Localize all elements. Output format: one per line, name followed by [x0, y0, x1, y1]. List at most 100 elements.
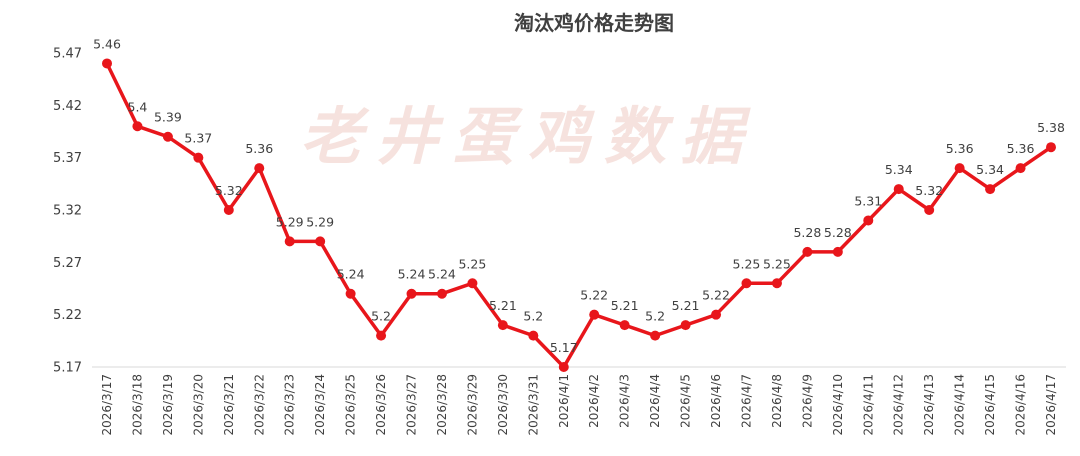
data-point [985, 184, 996, 195]
data-label: 5.29 [306, 214, 334, 229]
x-tick-label: 2026/4/14 [953, 374, 967, 436]
data-point [223, 205, 234, 215]
x-tick-label: 2026/4/9 [800, 374, 814, 428]
x-tick-label: 2026/4/13 [922, 374, 936, 436]
y-tick-label: 5.42 [53, 99, 82, 114]
data-point [711, 309, 722, 320]
data-label: 5.28 [793, 225, 821, 240]
x-tick-label: 2026/4/15 [983, 374, 997, 436]
x-tick-label: 2026/3/17 [100, 374, 114, 436]
data-label: 5.22 [580, 288, 608, 303]
x-tick-label: 2026/4/7 [739, 374, 753, 428]
y-tick-label: 5.17 [53, 361, 82, 376]
data-label: 5.21 [672, 298, 700, 313]
x-tick-label: 2026/3/26 [374, 374, 388, 436]
data-point [1015, 163, 1026, 174]
data-point [345, 288, 356, 299]
x-axis: 2026/3/17 2026/3/18 2026/3/19 2026/3/20 2026… [92, 366, 1066, 436]
data-label: 5.17 [550, 340, 578, 355]
data-label: 5.29 [276, 214, 304, 229]
data-label: 5.25 [458, 256, 486, 271]
series-line [105, 62, 1052, 369]
x-tick-label: 2026/3/29 [465, 374, 479, 436]
x-tick-label: 2026/3/31 [526, 374, 540, 436]
data-label: 5.28 [824, 225, 852, 240]
data-label: 5.24 [337, 267, 365, 282]
x-tick-label: 2026/4/8 [770, 374, 784, 428]
data-point [497, 320, 508, 331]
x-tick-label: 2026/4/4 [648, 374, 662, 428]
x-tick-label: 2026/3/24 [313, 374, 327, 436]
data-point [315, 236, 326, 247]
x-tick-label: 2026/4/12 [892, 374, 906, 436]
data-point [1046, 142, 1056, 153]
x-tick-label: 2026/4/6 [709, 374, 723, 428]
data-label: 5.4 [128, 99, 148, 114]
x-tick-label: 2026/4/16 [1014, 374, 1028, 436]
plot-area: 5.46 5.4 5.395.37 5.32 5.36 5.29 5.29 5.24 5.2 5.… [93, 36, 1065, 372]
y-tick-label: 5.47 [53, 47, 82, 62]
data-point [893, 184, 904, 195]
data-label: 5.2 [645, 309, 665, 324]
data-label: 5.32 [915, 183, 943, 198]
x-tick-label: 2026/3/23 [283, 374, 297, 436]
chart-title: 淘汰鸡价格走势图 [514, 11, 674, 35]
data-label: 5.39 [154, 110, 182, 125]
data-point [467, 278, 478, 289]
data-label: 5.36 [245, 141, 273, 156]
y-tick-label: 5.32 [53, 204, 82, 219]
y-tick-label: 5.37 [53, 151, 82, 166]
watermark: 老井蛋鸡数据 [300, 100, 756, 173]
x-tick-label: 2026/3/20 [191, 374, 205, 436]
data-label: 5.34 [976, 162, 1004, 177]
data-point [619, 320, 630, 331]
data-label: 5.21 [489, 298, 517, 313]
data-point [132, 121, 143, 132]
data-point [284, 236, 295, 247]
data-label: 5.24 [428, 267, 456, 282]
data-label: 5.34 [885, 162, 913, 177]
data-label: 5.32 [215, 183, 243, 198]
x-tick-label: 2026/3/22 [252, 374, 266, 436]
y-axis: 5.17 5.22 5.27 5.32 5.37 5.42 5.47 [53, 47, 82, 376]
x-tick-label: 2026/4/17 [1044, 374, 1058, 436]
data-label: 5.25 [763, 256, 791, 271]
data-point [741, 278, 752, 289]
data-label: 5.31 [854, 193, 882, 208]
data-point [589, 309, 600, 320]
data-point [436, 288, 447, 299]
x-tick-label: 2026/3/19 [161, 374, 175, 436]
y-tick-label: 5.22 [53, 308, 82, 323]
data-label: 5.2 [523, 309, 543, 324]
data-point [162, 131, 173, 142]
data-label: 5.46 [93, 36, 121, 51]
data-point [193, 152, 204, 163]
data-label: 5.36 [946, 141, 974, 156]
data-point [771, 278, 782, 289]
x-tick-label: 2026/4/3 [618, 374, 632, 428]
data-label: 5.21 [611, 298, 639, 313]
x-tick-label: 2026/3/30 [496, 374, 510, 436]
data-label: 5.38 [1037, 120, 1065, 135]
data-label: 5.22 [702, 288, 730, 303]
x-tick-label: 2026/4/10 [831, 374, 845, 436]
data-point [954, 163, 965, 174]
x-tick-label: 2026/3/21 [222, 374, 236, 436]
data-point [558, 362, 569, 372]
data-point [102, 58, 112, 69]
data-point [802, 246, 813, 257]
data-label: 5.37 [184, 131, 212, 146]
x-tick-label: 2026/4/2 [587, 374, 601, 428]
data-label: 5.2 [371, 309, 391, 324]
data-point [406, 288, 417, 299]
data-point [528, 330, 539, 341]
x-tick-label: 2026/3/27 [405, 374, 419, 436]
x-tick-label: 2026/4/11 [861, 374, 875, 436]
x-tick-label: 2026/3/18 [130, 374, 144, 436]
data-label: 5.25 [733, 256, 761, 271]
data-point [832, 246, 843, 257]
data-point [863, 215, 874, 226]
x-tick-label: 2026/4/1 [557, 374, 571, 428]
data-point [254, 163, 265, 174]
